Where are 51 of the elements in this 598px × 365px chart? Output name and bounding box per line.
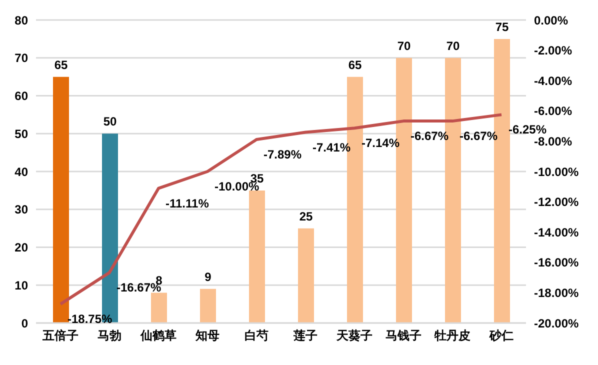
x-tick-label: 马勃 <box>98 328 122 343</box>
data-label: 70 <box>446 38 460 53</box>
bar <box>53 76 69 323</box>
x-tick-label: 仙鹤草 <box>140 328 176 343</box>
data-label: 70 <box>397 38 411 53</box>
y2-tick-label: -16.00% <box>534 256 580 270</box>
y2-tick-label: -10.00% <box>534 164 580 179</box>
y2-tick-label: -12.00% <box>534 195 580 210</box>
data-label: 50 <box>103 114 117 129</box>
data-label: 75 <box>495 20 509 34</box>
data-label: -7.41% <box>312 140 351 154</box>
y-tick-label: 50 <box>14 126 28 141</box>
y2-tick-label: -6.00% <box>534 104 572 118</box>
x-tick-label: 白芍 <box>244 328 268 343</box>
y-tick-label: 60 <box>14 89 28 104</box>
y-tick-label: 80 <box>14 13 28 28</box>
data-label: -6.67% <box>460 129 498 144</box>
data-label: 25 <box>299 209 313 224</box>
y-tick-label: 70 <box>14 51 28 66</box>
y2-tick-label: -14.00% <box>534 225 580 240</box>
x-tick-label: 五倍子 <box>42 328 78 343</box>
y-tick-label: 0 <box>21 316 28 330</box>
data-label: 65 <box>54 58 68 72</box>
bar <box>200 288 216 323</box>
bar <box>249 190 265 323</box>
y2-tick-label: -8.00% <box>534 134 572 148</box>
y2-tick-label: -20.00% <box>534 316 580 330</box>
line-series <box>59 113 503 306</box>
x-tick-label: 马钱子 <box>386 328 422 343</box>
y2-tick-label: -18.00% <box>534 286 580 300</box>
bar <box>151 292 167 323</box>
y2-tick-label: -2.00% <box>534 44 572 58</box>
x-tick-label: 莲子 <box>292 328 318 343</box>
data-label: -6.67% <box>410 129 449 144</box>
data-label: 9 <box>204 270 212 284</box>
y-tick-label: 20 <box>14 240 28 255</box>
data-label: 65 <box>348 58 362 72</box>
data-label: -7.14% <box>362 136 400 150</box>
bar <box>298 228 314 323</box>
y-tick-label: 10 <box>14 278 28 292</box>
x-tick-label: 天葵子 <box>336 328 372 343</box>
data-label: -6.25% <box>508 122 547 137</box>
x-tick-label: 知母 <box>194 328 220 343</box>
y-tick-label: 40 <box>14 164 28 179</box>
y2-tick-label: -4.00% <box>534 74 572 88</box>
data-label: -11.11% <box>166 196 210 210</box>
y-tick-label: 30 <box>14 202 28 217</box>
y2-tick-label: 0.00% <box>534 13 568 28</box>
data-label: -7.89% <box>264 148 302 162</box>
x-tick-label: 牡丹皮 <box>434 328 470 343</box>
x-tick-label: 砂仁 <box>488 328 514 343</box>
